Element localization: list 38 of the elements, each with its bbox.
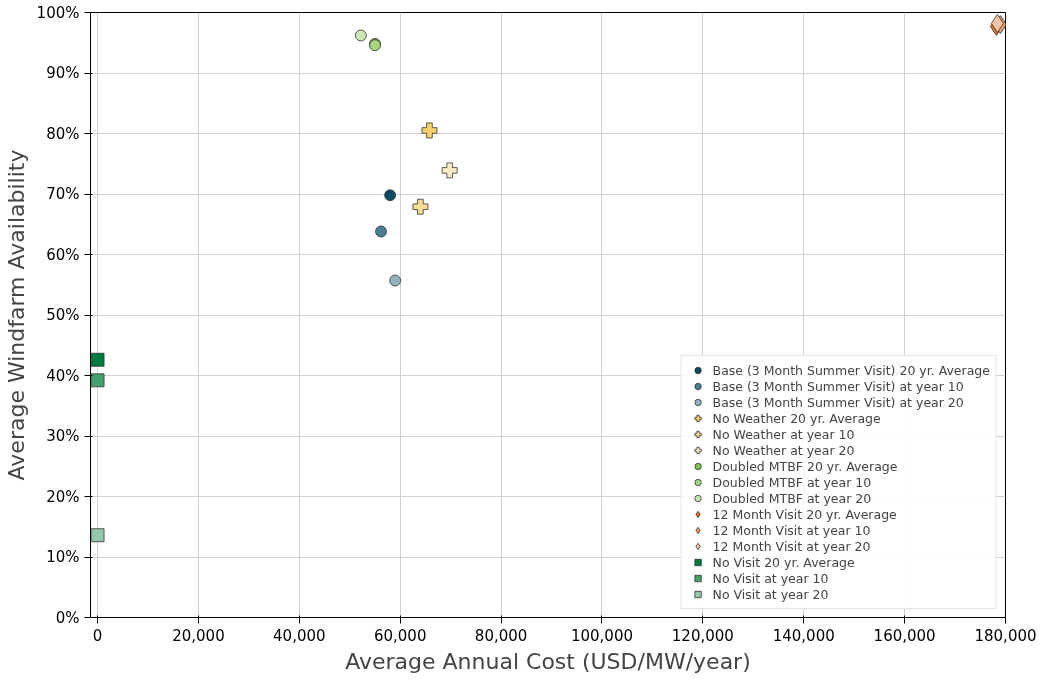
y-tick-label: 70% (46, 185, 80, 203)
y-tick-label: 50% (46, 306, 80, 324)
x-tick-label: 0 (92, 626, 103, 645)
legend-label: 12 Month Visit 20 yr. Average (712, 506, 897, 522)
x-tick-label: 180,000 (974, 626, 1037, 645)
y-tick-label: 0% (55, 608, 80, 627)
y-tick-label: 100% (36, 3, 80, 22)
y-tick-label: 20% (46, 487, 80, 506)
x-tick-label: 120,000 (671, 626, 734, 645)
x-tick-label: 40,000 (273, 626, 326, 645)
legend-label: No Visit at year 10 (712, 570, 829, 586)
y-tick-label: 30% (46, 427, 80, 445)
legend-label: No Visit at year 20 (712, 586, 829, 602)
legend-label: Base (3 Month Summer Visit) 20 yr. Average (712, 362, 990, 378)
legend-label: Doubled MTBF at year 10 (712, 474, 872, 490)
legend-label: Base (3 Month Summer Visit) at year 20 (712, 394, 964, 410)
y-tick-label: 40% (46, 366, 80, 385)
x-axis-title: Average Annual Cost (USD/MW/year) (345, 648, 751, 674)
legend-label: 12 Month Visit at year 20 (712, 538, 871, 554)
legend-label: Base (3 Month Summer Visit) at year 10 (712, 378, 964, 394)
y-tick-label: 60% (46, 245, 80, 264)
legend-label: No Weather at year 10 (712, 426, 855, 442)
legend-label: 12 Month Visit at year 10 (712, 522, 871, 538)
legend-label: No Weather at year 20 (712, 442, 855, 458)
x-tick-label: 60,000 (373, 626, 427, 645)
y-tick-label: 80% (46, 124, 80, 143)
y-tick-label: 90% (46, 64, 80, 82)
y-tick-label: 10% (46, 548, 80, 566)
y-axis-title: Average Windfarm Availability (3, 149, 29, 481)
x-tick-label: 140,000 (772, 626, 835, 645)
x-tick-label: 100,000 (570, 626, 633, 645)
legend-label: Doubled MTBF 20 yr. Average (712, 458, 898, 474)
legend-label: No Visit 20 yr. Average (712, 554, 855, 570)
legend-label: No Weather 20 yr. Average (712, 410, 881, 426)
x-tick-label: 80,000 (474, 626, 528, 645)
x-tick-label: 20,000 (172, 626, 225, 645)
legend-label: Doubled MTBF at year 20 (712, 490, 872, 506)
x-tick-label: 160,000 (873, 626, 936, 645)
